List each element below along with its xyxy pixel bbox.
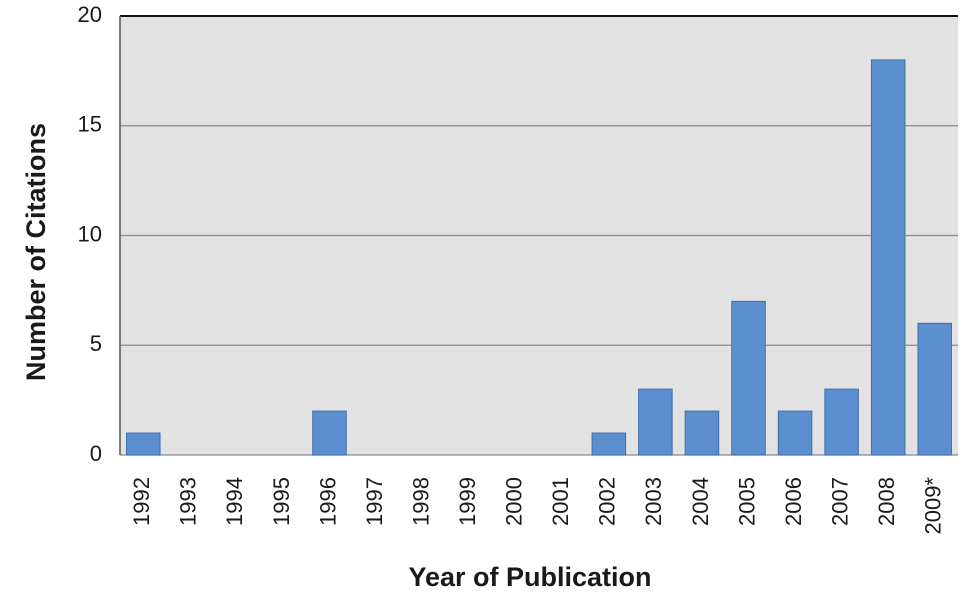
x-tick-label: 1998 bbox=[408, 477, 433, 526]
bar bbox=[312, 410, 347, 456]
y-tick-label: 10 bbox=[78, 221, 102, 246]
bar bbox=[870, 59, 906, 456]
y-tick-label: 0 bbox=[90, 441, 102, 466]
x-tick-label: 1999 bbox=[455, 477, 480, 526]
bar bbox=[126, 432, 161, 456]
x-tick-label: 2005 bbox=[734, 477, 759, 526]
y-axis-title: Number of Citations bbox=[21, 123, 51, 381]
bar bbox=[684, 410, 720, 456]
bar bbox=[591, 432, 627, 456]
x-tick-label: 2006 bbox=[781, 477, 806, 526]
x-tick-label: 2007 bbox=[827, 477, 852, 526]
x-tick-label: 1993 bbox=[176, 477, 201, 526]
x-tick-label: 2000 bbox=[502, 477, 527, 526]
x-tick-label: 1996 bbox=[315, 477, 340, 526]
bar bbox=[731, 300, 766, 456]
x-tick-label: 2002 bbox=[595, 477, 620, 526]
x-tick-label: 2003 bbox=[641, 477, 666, 526]
x-tick-label: 1997 bbox=[362, 477, 387, 526]
bar bbox=[824, 388, 859, 456]
bar bbox=[917, 322, 952, 456]
x-tick-label: 1995 bbox=[269, 477, 294, 526]
y-tick-label: 20 bbox=[78, 2, 102, 27]
x-tick-label: 1994 bbox=[222, 477, 247, 526]
x-axis-title: Year of Publication bbox=[408, 562, 651, 592]
bar bbox=[638, 388, 673, 456]
x-tick-label: 1992 bbox=[129, 477, 154, 526]
y-tick-label: 5 bbox=[90, 331, 102, 356]
x-tick-label: 2004 bbox=[688, 477, 713, 526]
bar bbox=[777, 410, 813, 456]
x-tick-label: 2008 bbox=[874, 477, 899, 526]
x-tick-label: 2001 bbox=[548, 477, 573, 526]
x-tick-label: 2009* bbox=[921, 477, 946, 535]
y-tick-label: 15 bbox=[78, 112, 102, 137]
